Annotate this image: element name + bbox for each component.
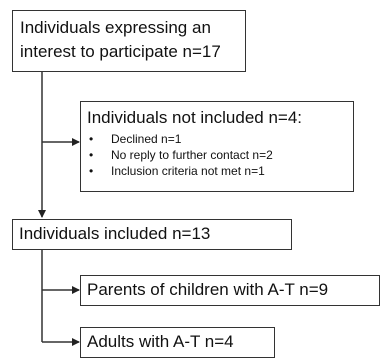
included-label: Individuals included n=13 — [19, 224, 211, 243]
included-box: Individuals included n=13 — [12, 219, 292, 250]
exclusion-reasons-list: Declined n=1 No reply to further contact… — [87, 131, 353, 179]
list-item: Inclusion criteria not met n=1 — [87, 163, 353, 179]
list-item: Declined n=1 — [87, 131, 353, 147]
list-item: No reply to further contact n=2 — [87, 147, 353, 163]
adults-label: Adults with A-T n=4 — [87, 332, 234, 351]
interested-line-2: interest to participate n=17 — [20, 42, 221, 61]
parents-label: Parents of children with A-T n=9 — [87, 280, 329, 299]
adults-box: Adults with A-T n=4 — [80, 327, 275, 358]
interested-line-1: Individuals expressing an — [20, 18, 211, 37]
parents-box: Parents of children with A-T n=9 — [80, 275, 380, 306]
interested-box: Individuals expressing an interest to pa… — [12, 10, 246, 72]
not-included-title: Individuals not included n=4: — [87, 108, 303, 127]
not-included-box: Individuals not included n=4: Declined n… — [80, 101, 354, 192]
